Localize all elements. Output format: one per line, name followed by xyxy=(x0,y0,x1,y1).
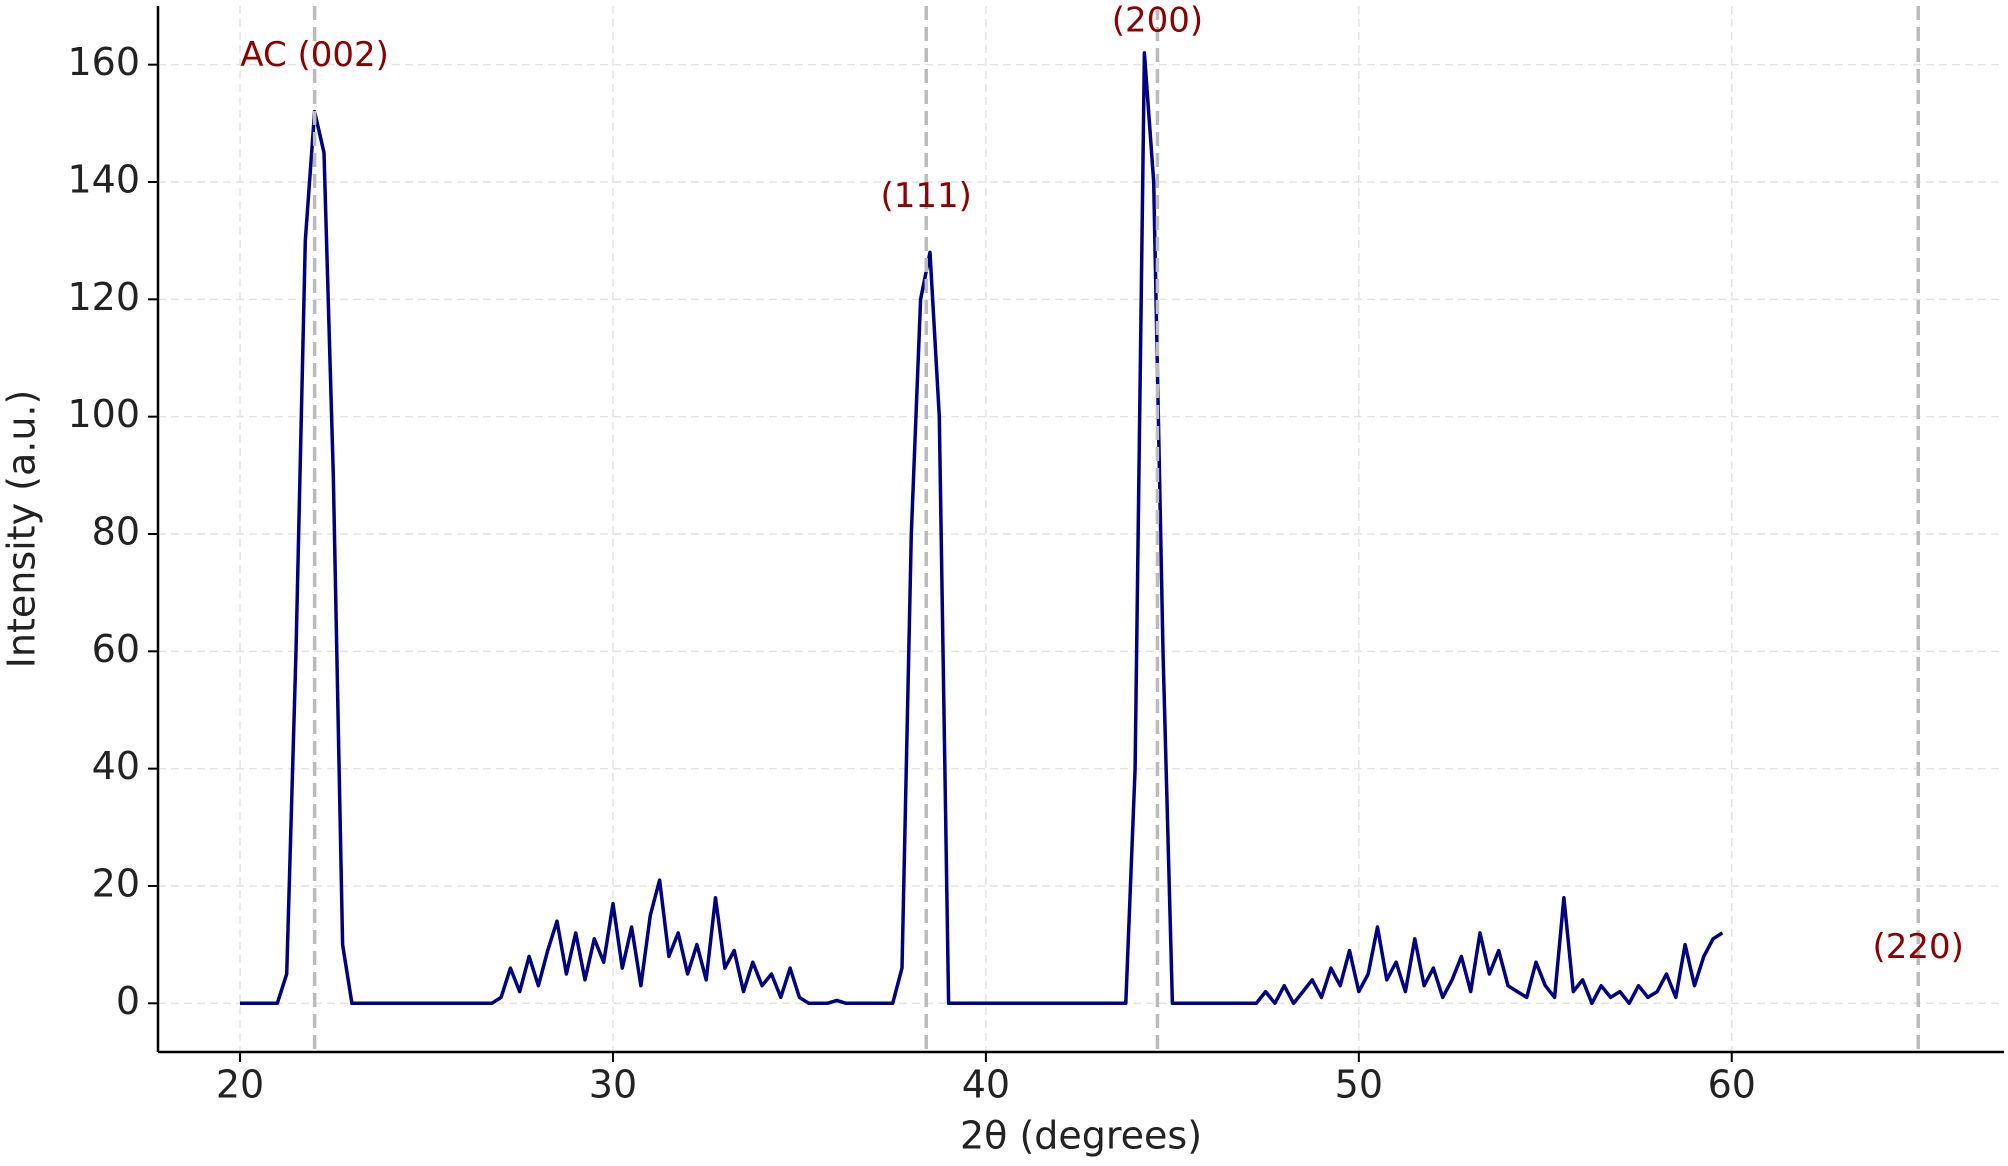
x-tick-label: 30 xyxy=(589,1063,637,1107)
peak-label: (200) xyxy=(1112,1,1203,41)
y-tick-label: 140 xyxy=(67,157,140,201)
peak-label: AC (002) xyxy=(240,35,389,75)
x-tick-label: 20 xyxy=(216,1063,264,1107)
y-tick-label: 40 xyxy=(92,744,140,788)
y-tick-label: 0 xyxy=(116,979,140,1023)
y-tick-label: 80 xyxy=(92,509,140,553)
y-tick-label: 120 xyxy=(67,275,140,319)
peak-label: (220) xyxy=(1873,927,1964,967)
data-line xyxy=(240,51,1724,1006)
x-axis-label: 2θ (degrees) xyxy=(960,1114,1202,1158)
x-tick-label: 60 xyxy=(1708,1063,1756,1107)
x-tick-label: 50 xyxy=(1335,1063,1383,1107)
y-tick-label: 100 xyxy=(67,392,140,436)
y-tick-label: 20 xyxy=(92,861,140,905)
y-tick-label: 60 xyxy=(92,627,140,671)
y-tick-label: 160 xyxy=(67,40,140,84)
peak-label: (111) xyxy=(881,176,972,216)
y-axis-label: Intensity (a.u.) xyxy=(0,390,44,669)
x-tick-label: 40 xyxy=(962,1063,1010,1107)
